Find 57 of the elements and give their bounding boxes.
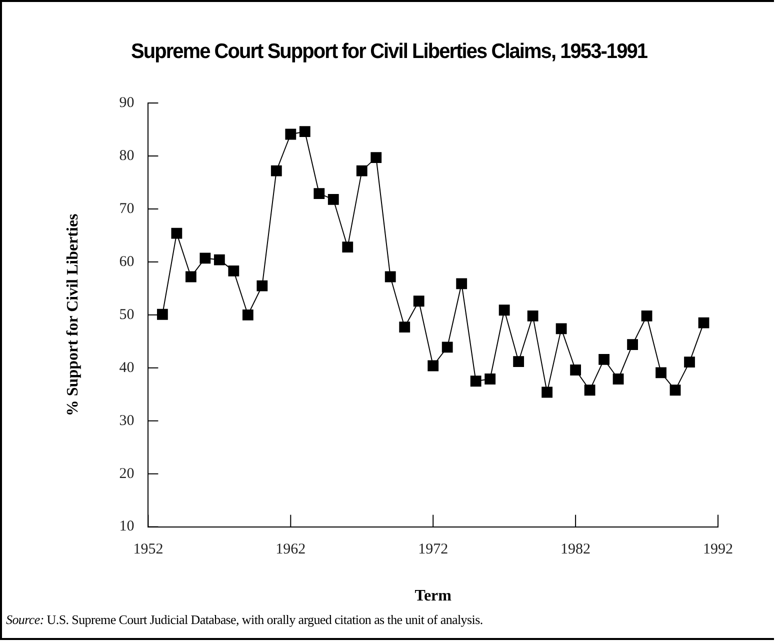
point bbox=[214, 254, 225, 266]
y-tick-label: 90 bbox=[119, 94, 134, 111]
y-tick-label: 20 bbox=[119, 466, 134, 482]
point bbox=[556, 323, 567, 334]
point bbox=[370, 152, 382, 164]
point bbox=[428, 360, 439, 372]
chart-title: Supreme Court Support for Civil Liberties Claims, 1953-1991 bbox=[130, 40, 648, 64]
point bbox=[285, 128, 296, 140]
point bbox=[542, 386, 553, 398]
point bbox=[171, 228, 182, 239]
point bbox=[442, 342, 453, 353]
point bbox=[584, 384, 596, 396]
x-tick-label: 1992 bbox=[703, 542, 733, 558]
point bbox=[641, 310, 652, 322]
y-tick-label: 30 bbox=[119, 412, 134, 429]
point bbox=[570, 364, 581, 376]
source-note: Source: U.S. Supreme Court Judicial Database, with orally argued citation as the unit of analysis. bbox=[6, 612, 483, 628]
point bbox=[670, 384, 681, 396]
x-tick-label: 1972 bbox=[418, 542, 448, 558]
point bbox=[598, 354, 610, 365]
x-axis-title: Term bbox=[414, 588, 452, 605]
point bbox=[684, 356, 695, 368]
point bbox=[328, 194, 339, 205]
y-tick-label: 50 bbox=[119, 306, 134, 323]
x-tick-label: 1962 bbox=[276, 542, 306, 558]
point bbox=[256, 280, 268, 292]
y-axis-title: % Support for Civil Liberties bbox=[64, 214, 82, 416]
point bbox=[484, 374, 496, 384]
y-tick-label: 70 bbox=[119, 200, 134, 217]
point bbox=[698, 317, 710, 328]
point bbox=[513, 356, 524, 367]
point bbox=[299, 126, 310, 138]
point bbox=[314, 188, 325, 200]
x-tick-label: 1952 bbox=[133, 542, 164, 558]
y-tick-label: 10 bbox=[119, 518, 134, 535]
point bbox=[228, 265, 240, 276]
y-tick-label: 40 bbox=[119, 360, 134, 376]
point bbox=[356, 165, 368, 176]
point bbox=[413, 296, 424, 307]
point bbox=[200, 252, 211, 264]
point bbox=[656, 367, 666, 378]
point bbox=[498, 304, 510, 316]
y-tick-label: 80 bbox=[119, 148, 134, 164]
point bbox=[384, 271, 396, 282]
point bbox=[156, 308, 168, 320]
point bbox=[270, 165, 282, 176]
point bbox=[527, 310, 538, 322]
point bbox=[242, 309, 254, 320]
point bbox=[399, 322, 410, 333]
y-tick-label: 60 bbox=[119, 254, 134, 270]
point bbox=[185, 271, 196, 282]
point bbox=[456, 278, 468, 290]
point bbox=[342, 242, 354, 253]
x-tick-label: 1982 bbox=[560, 542, 591, 558]
point bbox=[470, 376, 482, 387]
point bbox=[612, 374, 624, 384]
point bbox=[627, 339, 638, 350]
